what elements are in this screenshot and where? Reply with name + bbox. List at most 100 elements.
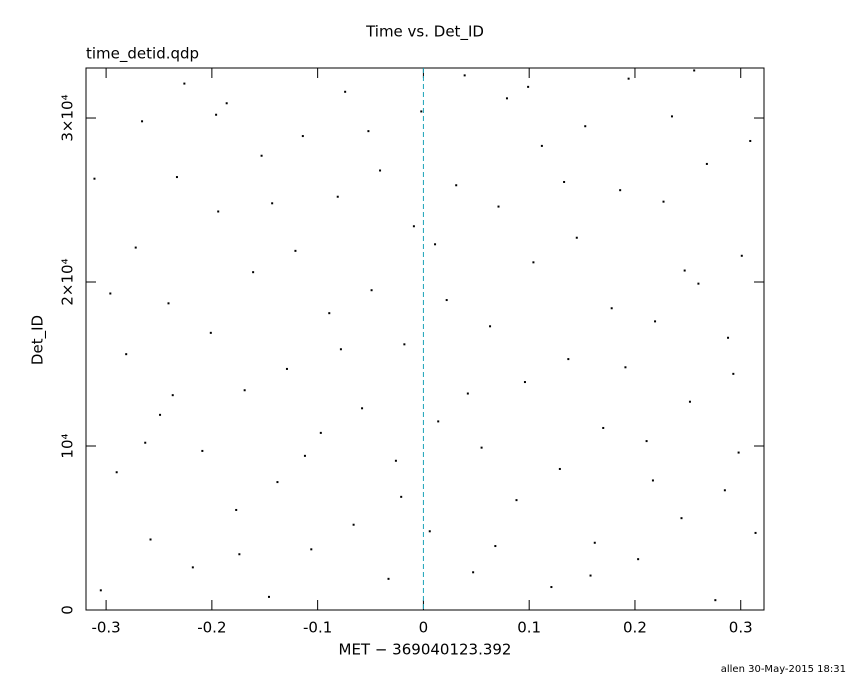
point	[589, 574, 592, 577]
point	[109, 292, 112, 295]
point	[217, 210, 220, 213]
point	[497, 205, 500, 208]
point	[627, 77, 630, 80]
point	[99, 589, 102, 592]
point	[680, 517, 683, 520]
point	[267, 595, 270, 598]
point	[159, 413, 162, 416]
point	[394, 459, 397, 462]
y-tick-label: 10⁴	[59, 433, 77, 458]
point	[301, 135, 304, 138]
point	[125, 353, 128, 356]
point	[260, 154, 263, 157]
point	[271, 202, 274, 205]
point	[723, 489, 726, 492]
point	[134, 246, 137, 249]
point	[171, 394, 174, 397]
point	[645, 440, 648, 443]
point	[662, 200, 665, 203]
point	[367, 130, 370, 133]
point	[370, 289, 373, 292]
point	[167, 302, 170, 305]
point	[463, 74, 466, 77]
point	[209, 331, 212, 334]
footer: allen 30-May-2015 18:31	[721, 664, 846, 675]
x-tick-label: 0	[419, 619, 429, 637]
x-tick-label: -0.3	[91, 619, 120, 637]
point	[624, 366, 627, 369]
point	[610, 307, 613, 310]
point	[683, 269, 686, 272]
point	[215, 113, 218, 116]
point	[339, 348, 342, 351]
point	[567, 358, 570, 361]
point	[141, 120, 144, 123]
point	[344, 90, 347, 93]
point	[651, 479, 654, 482]
point	[412, 225, 415, 228]
point	[637, 558, 640, 561]
point	[328, 312, 331, 315]
point	[602, 426, 605, 429]
point	[466, 392, 469, 395]
point	[191, 566, 194, 569]
point	[670, 115, 673, 118]
x-tick-label: 0.2	[623, 619, 647, 637]
point	[352, 523, 355, 526]
point	[697, 282, 700, 285]
point	[480, 446, 483, 449]
point	[238, 553, 241, 556]
point	[515, 499, 518, 502]
point	[310, 548, 313, 551]
point	[540, 144, 543, 147]
point	[420, 110, 423, 113]
point	[527, 85, 530, 88]
point	[489, 325, 492, 328]
point	[93, 177, 96, 180]
point	[472, 571, 475, 574]
chart-title: Time vs. Det_ID	[365, 23, 484, 42]
point	[593, 541, 596, 544]
point	[400, 495, 403, 498]
point	[688, 400, 691, 403]
y-tick-label: 2×10⁴	[59, 258, 77, 305]
x-axis-label: MET − 369040123.392	[339, 641, 512, 659]
point	[303, 454, 306, 457]
point	[387, 577, 390, 580]
point	[705, 162, 708, 165]
y-tick-label: 3×10⁴	[59, 94, 77, 141]
point	[532, 261, 535, 264]
point	[654, 320, 657, 323]
chart-subtitle: time_detid.qdp	[86, 45, 199, 64]
point	[434, 243, 437, 246]
point	[175, 176, 178, 179]
point	[183, 82, 186, 85]
point	[727, 336, 730, 339]
point	[523, 381, 526, 384]
point	[361, 407, 364, 410]
point	[584, 125, 587, 128]
point	[149, 538, 152, 541]
y-axis-label: Det_ID	[29, 315, 48, 365]
point	[714, 599, 717, 602]
point	[693, 69, 696, 72]
point	[455, 184, 458, 187]
point	[619, 189, 622, 192]
point	[550, 586, 553, 589]
point	[403, 343, 406, 346]
point	[276, 481, 279, 484]
point	[428, 530, 431, 533]
point	[732, 372, 735, 375]
point	[445, 299, 448, 302]
point	[575, 236, 578, 239]
point	[294, 249, 297, 252]
point	[505, 97, 508, 100]
x-tick-label: 0.3	[729, 619, 753, 637]
point	[740, 254, 743, 257]
point	[336, 195, 339, 198]
point	[243, 389, 246, 392]
point	[319, 431, 322, 434]
x-tick-label: -0.2	[197, 619, 226, 637]
point	[225, 102, 228, 105]
